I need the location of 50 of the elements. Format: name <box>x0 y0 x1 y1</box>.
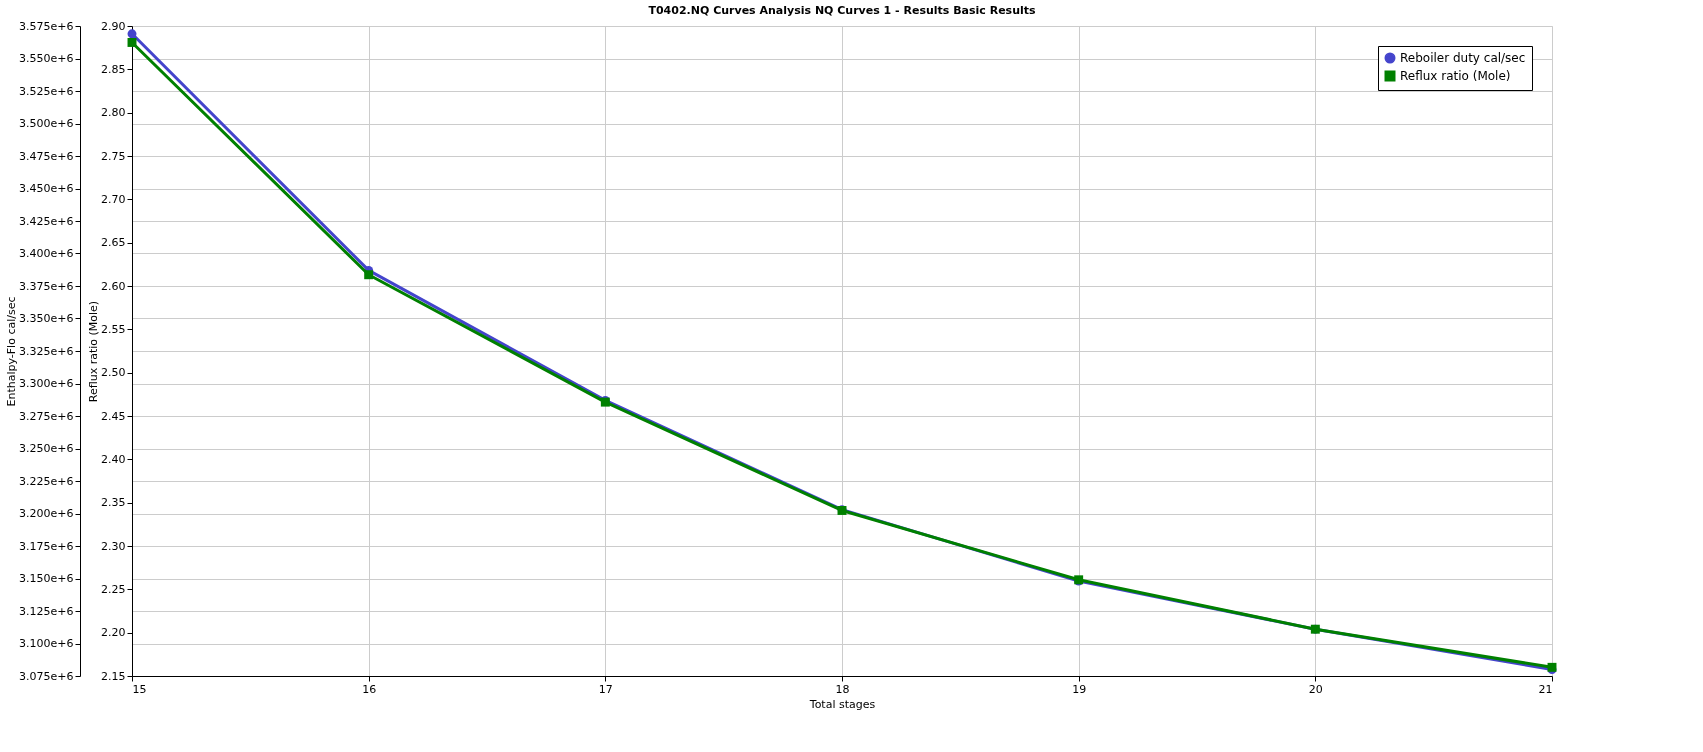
y2-tick-label: 2.20 <box>101 626 126 640</box>
y-tick-label: 3.175e+6 <box>19 539 74 553</box>
y-tick-label: 3.500e+6 <box>19 117 74 130</box>
y-tick-label: 3.125e+6 <box>19 604 74 618</box>
y-tick-label: 3.525e+6 <box>19 84 74 98</box>
x-tick-label: 16 <box>362 682 377 696</box>
y2-tick-label: 2.55 <box>101 322 126 336</box>
y2-tick-label: 2.85 <box>101 62 126 76</box>
chart-title: T0402.NQ Curves Analysis NQ Curves 1 - Results Basic Results <box>648 4 1036 17</box>
x-tick-label: 17 <box>598 682 613 696</box>
y2-tick-label: 2.50 <box>101 366 126 380</box>
y2-tick-label: 2.40 <box>101 452 126 466</box>
y2-tick-label: 2.70 <box>101 192 126 206</box>
y2-tick-label: 2.35 <box>101 496 126 510</box>
y-tick-label: 3.325e+6 <box>19 344 74 358</box>
y-tick-label: 3.075e+6 <box>19 669 74 683</box>
y-tick-label: 3.400e+6 <box>19 247 74 260</box>
y-tick-label: 3.250e+6 <box>19 442 74 455</box>
x-tick-label: 18 <box>835 682 850 696</box>
legend-label: Reflux ratio (Mole) <box>1400 69 1511 83</box>
y-tick-label: 3.450e+6 <box>19 182 74 195</box>
x-tick-label: 15 <box>132 682 147 696</box>
y-tick-label: 3.275e+6 <box>19 409 74 423</box>
y-axis-title: Enthalpy-Flo cal/sec <box>5 296 19 407</box>
y-tick-label: 3.100e+6 <box>19 637 74 650</box>
y2-tick-label: 2.80 <box>101 106 126 120</box>
y-tick-label: 3.550e+6 <box>19 52 74 65</box>
x-tick-label: 21 <box>1538 682 1553 696</box>
y2-tick-label: 2.25 <box>101 582 126 596</box>
y2-axis-title: Reflux ratio (Mole) <box>87 300 101 403</box>
y2-tick-label: 2.15 <box>101 669 126 683</box>
y-tick-label: 3.225e+6 <box>19 474 74 488</box>
y-tick-label: 3.200e+6 <box>19 507 74 520</box>
y2-tick-label: 2.45 <box>101 409 126 423</box>
y-tick-label: 3.350e+6 <box>19 312 74 325</box>
y-tick-label: 3.575e+6 <box>19 19 74 33</box>
x-tick-label: 19 <box>1072 682 1087 696</box>
y2-tick-label: 2.75 <box>101 149 126 163</box>
legend-label: Reboiler duty cal/sec <box>1400 51 1526 65</box>
y-tick-label: 3.375e+6 <box>19 279 74 293</box>
x-axis-title: Total stages <box>808 697 876 711</box>
y2-tick-label: 2.90 <box>101 19 126 33</box>
x-tick-label: 20 <box>1308 682 1323 696</box>
y-tick-label: 3.150e+6 <box>19 572 74 585</box>
y-tick-label: 3.425e+6 <box>19 214 74 228</box>
y-tick-label: 3.300e+6 <box>19 377 74 390</box>
y2-tick-label: 2.30 <box>101 539 126 553</box>
y-tick-label: 3.475e+6 <box>19 149 74 163</box>
y2-tick-label: 2.65 <box>101 236 126 250</box>
y2-tick-label: 2.60 <box>101 279 126 293</box>
